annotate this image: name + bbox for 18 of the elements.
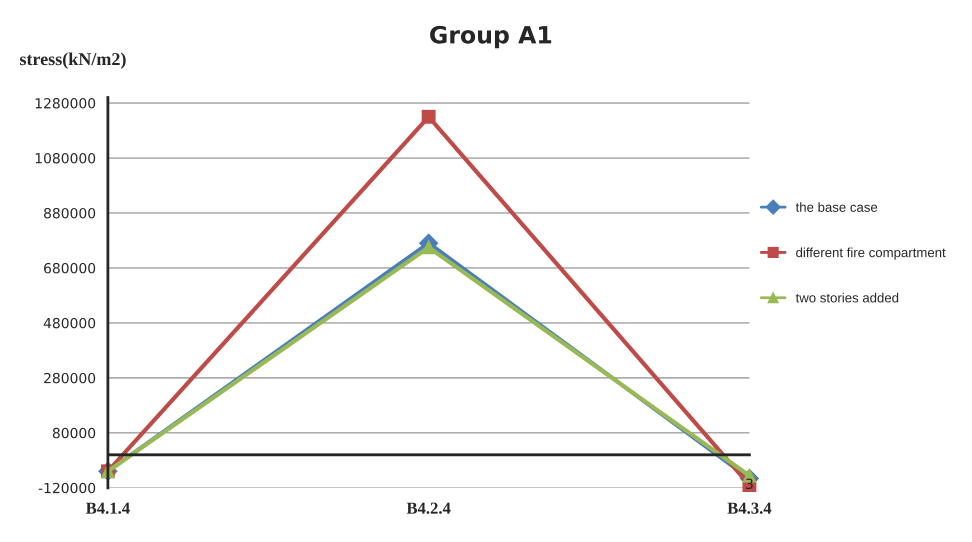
legend-label: the base case xyxy=(796,202,878,212)
legend-label: different fire compartment xyxy=(796,248,946,260)
chart-title: Group A1 xyxy=(430,26,552,48)
legend-label: two stories added xyxy=(796,292,898,302)
y-tick-label: 480000 xyxy=(44,318,96,328)
y-tick-label: -120000 xyxy=(38,482,96,494)
y-tick-label: 80000 xyxy=(52,428,96,438)
y-tick-label: 1080000 xyxy=(36,152,96,164)
y-tick-label: 880000 xyxy=(44,208,96,218)
point xyxy=(422,240,436,254)
x-tick-label: B4.3.4 xyxy=(727,502,772,514)
x-tick-label: B4.1.4 xyxy=(86,502,130,514)
y-axis-title: stress(kN/m2) xyxy=(20,52,126,69)
y-tick-label: 1280000 xyxy=(36,98,96,109)
point xyxy=(422,110,436,124)
y-tick-label: 280000 xyxy=(44,372,96,384)
x-tick-label: B4.2.4 xyxy=(406,502,451,514)
y-tick-label: 680000 xyxy=(44,262,96,274)
